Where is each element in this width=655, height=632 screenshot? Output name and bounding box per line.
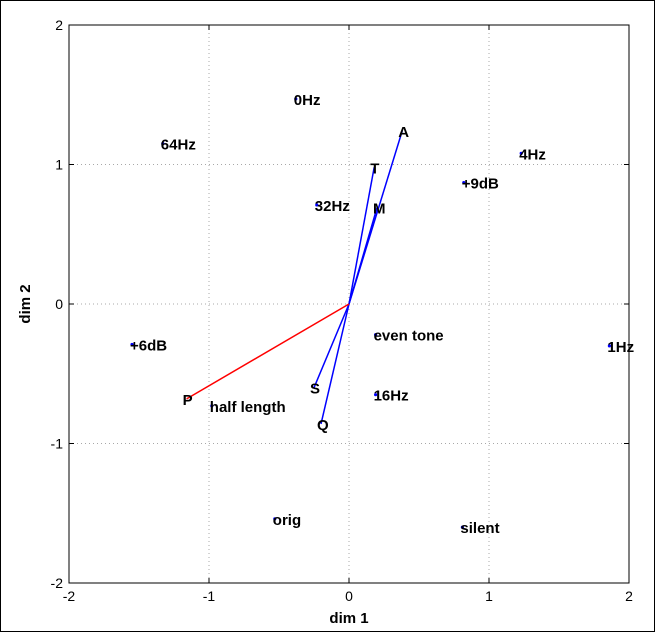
point-marker	[519, 151, 523, 155]
point-label: half length	[210, 399, 286, 416]
points: 0Hz 64Hz 4Hz +9dB 32Hz +6dB even tone 1Hz 16Hz ha…	[130, 92, 634, 537]
point-label: orig	[273, 512, 301, 529]
point-marker	[460, 525, 464, 529]
vector-m	[348, 207, 378, 305]
point-label: 0Hz	[294, 92, 321, 109]
x-tick-label: -1	[203, 588, 216, 604]
point-marker	[273, 517, 277, 521]
y-tick-label: -2	[51, 575, 64, 591]
x-tick-label: 2	[625, 588, 633, 604]
vector-label-q: Q	[317, 417, 329, 434]
y-tick-label: 0	[55, 296, 63, 312]
point-marker	[374, 393, 378, 397]
y-tick-label: -1	[51, 436, 64, 452]
vectors: A T M S Q P	[183, 124, 410, 434]
vector-label-p: P	[183, 392, 193, 409]
vector-label-s: S	[310, 381, 320, 398]
y-tick-label: 1	[55, 157, 63, 173]
vector-s	[313, 303, 350, 388]
point-marker	[315, 203, 319, 207]
point-label: 4Hz	[519, 146, 546, 163]
vector-label-a: A	[398, 124, 409, 141]
point-marker	[462, 181, 466, 185]
x-axis-label: dim 1	[329, 610, 368, 627]
point-label: silent	[460, 520, 499, 537]
point-label: 16Hz	[374, 388, 409, 405]
y-tick-label: 2	[55, 17, 63, 33]
point-marker	[607, 344, 612, 348]
point-marker	[294, 97, 298, 101]
point-label: +6dB	[130, 337, 167, 354]
vector-label-t: T	[370, 160, 379, 177]
x-tick-label: -2	[63, 588, 76, 604]
vector-q	[320, 303, 350, 425]
x-tick-label: 1	[485, 588, 493, 604]
point-label: 32Hz	[315, 198, 350, 215]
vector-t	[348, 167, 375, 305]
point-marker	[130, 342, 134, 347]
axis-ticks: -2 -1 0 1 2 -2 -1 0 1 2	[51, 17, 634, 604]
point-label: 64Hz	[161, 137, 196, 154]
y-axis-label: dim 2	[17, 284, 34, 323]
x-tick-label: 0	[345, 588, 353, 604]
point-label: 1Hz	[607, 339, 634, 356]
point-marker	[374, 333, 378, 337]
point-label: even tone	[374, 328, 444, 345]
point-marker	[161, 141, 165, 146]
vector-label-m: M	[373, 201, 386, 218]
point-label: +9dB	[462, 176, 499, 193]
vector-p	[186, 303, 350, 400]
point-marker	[210, 404, 214, 408]
